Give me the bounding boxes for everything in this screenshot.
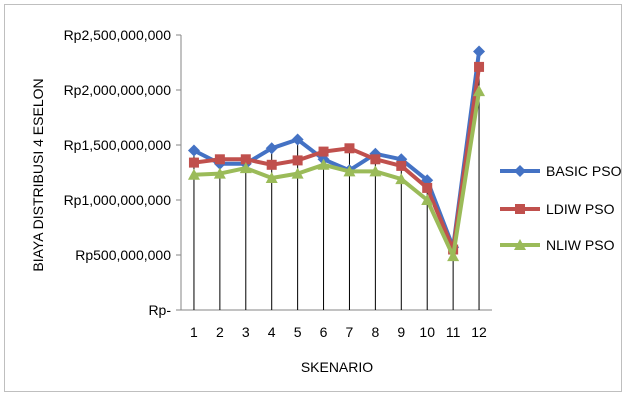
x-tick-label: 12	[471, 324, 487, 340]
data-point-ldiw-pso	[188, 157, 199, 168]
y-axis-title: BIAYA DISTRIBUSI 4 ESELON	[30, 78, 46, 271]
data-point-ldiw-pso	[292, 155, 303, 166]
data-point-nliw-pso	[187, 168, 200, 180]
data-point-ldiw-pso	[266, 159, 277, 170]
series-line-nliw-pso	[193, 90, 482, 259]
y-tick-label: Rp2,500,000,000	[64, 27, 172, 43]
data-point-basic-pso	[187, 144, 200, 157]
data-point-ldiw-pso	[422, 182, 433, 193]
x-tick-label: 6	[320, 324, 328, 340]
x-tick-label: 9	[397, 324, 405, 340]
legend-label-nliw-pso: NLIW PSO	[546, 237, 615, 253]
x-tick-label: 4	[268, 324, 276, 340]
x-tick-label: 11	[446, 324, 461, 340]
data-point-nliw-pso	[213, 167, 226, 179]
legend-label-basic-pso: BASIC PSO	[546, 163, 622, 179]
y-tick-label: Rp500,000,000	[75, 247, 171, 263]
x-tick-label: 5	[294, 324, 302, 340]
data-point-basic-pso	[265, 142, 278, 155]
series-layer	[187, 45, 486, 262]
legend: BASIC PSO LDIW PSO NLIW PSO	[500, 163, 622, 253]
x-tick-label: 8	[371, 324, 379, 340]
legend-marker-ldiw-pso	[515, 204, 525, 214]
data-point-nliw-pso	[395, 173, 408, 185]
data-point-nliw-pso	[265, 172, 278, 183]
x-tick-label: 1	[190, 324, 198, 340]
data-point-nliw-pso	[421, 194, 434, 205]
data-point-ldiw-pso	[370, 154, 381, 165]
y-tick-label: Rp1,500,000,000	[64, 137, 172, 153]
legend-marker-basic-pso	[514, 165, 526, 177]
data-point-ldiw-pso	[474, 61, 485, 72]
data-point-ldiw-pso	[214, 154, 225, 165]
drop-lines	[193, 51, 480, 310]
legend-label-ldiw-pso: LDIW PSO	[546, 201, 615, 217]
data-point-nliw-pso	[343, 165, 356, 177]
y-tick-label: Rp-	[148, 302, 171, 318]
tick-labels: Rp- Rp500,000,000 Rp1,000,000,000 Rp1,500,0…	[64, 27, 487, 340]
data-point-nliw-pso	[239, 162, 252, 174]
data-point-ldiw-pso	[318, 146, 329, 157]
x-tick-label: 7	[346, 324, 354, 340]
axes-layer	[176, 34, 492, 311]
legend-marker-nliw-pso	[514, 239, 526, 250]
data-point-basic-pso	[473, 45, 486, 58]
data-point-ldiw-pso	[240, 154, 251, 165]
data-point-ldiw-pso	[396, 160, 407, 171]
data-point-nliw-pso	[447, 250, 460, 262]
y-tick-label: Rp2,000,000,000	[64, 82, 172, 98]
x-tick-label: 2	[216, 324, 224, 340]
data-point-nliw-pso	[291, 167, 304, 179]
x-tick-label: 3	[242, 324, 250, 340]
data-point-basic-pso	[291, 133, 304, 146]
x-tick-label: 10	[419, 324, 435, 340]
data-point-nliw-pso	[369, 165, 382, 177]
data-point-nliw-pso	[317, 158, 330, 170]
x-axis-title: SKENARIO	[301, 359, 373, 375]
chart-frame	[4, 4, 622, 392]
y-tick-label: Rp1,000,000,000	[64, 192, 172, 208]
data-point-ldiw-pso	[344, 143, 355, 154]
data-point-nliw-pso	[473, 85, 486, 97]
